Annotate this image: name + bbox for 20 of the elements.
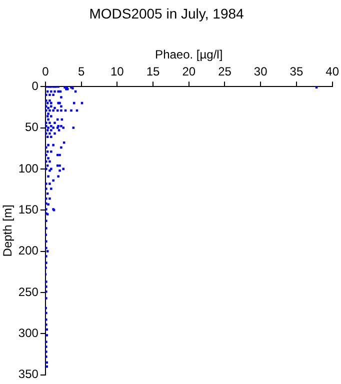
chart-title: MODS2005 in July, 1984: [89, 5, 244, 22]
y-tick-label: 150: [18, 202, 39, 216]
x-tick-label: 40: [326, 64, 340, 79]
x-axis-title: Phaeo. [µg/l]: [155, 47, 223, 62]
y-tick-label: 100: [18, 161, 39, 176]
x-tick-label: 35: [290, 64, 304, 79]
y-tick-label: 50: [25, 120, 39, 134]
x-tick-label: 10: [110, 64, 124, 79]
x-tick-label: 0: [42, 64, 50, 79]
y-tick-label: 200: [18, 244, 39, 258]
x-tick-label: 30: [254, 64, 268, 79]
x-tick-label: 5: [78, 64, 85, 79]
x-tick-label: 25: [218, 64, 232, 79]
y-tick-label: 350: [18, 367, 39, 382]
x-tick-label: 15: [146, 64, 160, 79]
x-tick-label: 20: [182, 64, 196, 79]
y-axis-title: Depth [m]: [0, 204, 15, 257]
y-tick-label: 300: [18, 326, 39, 340]
y-tick-label: 0: [32, 78, 39, 93]
y-tick-label: 250: [18, 284, 39, 299]
